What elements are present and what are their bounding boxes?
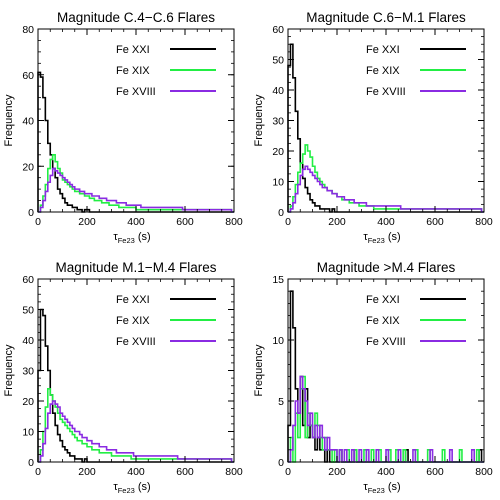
y-tick-label: 30	[22, 366, 34, 378]
x-axis-label-unit: (s)	[388, 481, 401, 493]
x-axis-label: τFe23 (s)	[363, 481, 400, 495]
x-axis-label-subscript: Fe23	[368, 236, 385, 245]
x-tick-label: 200	[78, 466, 96, 478]
x-tick-label: 0	[285, 466, 291, 478]
chart-panel-4: Magnitude >M.4 Flares 0 200 400 600 800 0 5 10 15…	[253, 260, 493, 495]
x-tick-label: 200	[78, 216, 96, 228]
y-tick-label: 60	[22, 70, 34, 82]
x-tick-label: 600	[426, 466, 444, 478]
x-axis-label-symbol: τ	[363, 481, 368, 493]
legend-label-fe-xxi: Fe XXI	[116, 294, 150, 306]
chart-title: Magnitude M.1−M.4 Flares	[56, 260, 217, 275]
y-tick-label: 20	[22, 161, 34, 173]
y-tick-label: 15	[272, 274, 284, 286]
chart-panel-2: Magnitude C.6−M.1 Flares 0 200 400 600 800 0 10…	[253, 10, 493, 245]
x-axis-label-symbol: τ	[113, 231, 118, 243]
chart-panel-1: Magnitude C.4−C.6 Flares 0 200 400 600 800 0 20…	[3, 10, 243, 245]
x-tick-label: 400	[127, 216, 145, 228]
y-tick-label: 10	[22, 427, 34, 439]
y-axis-label: Frequency	[253, 344, 265, 396]
y-tick-label: 80	[22, 24, 34, 36]
x-axis-label-symbol: τ	[363, 231, 368, 243]
x-axis-label-subscript: Fe23	[118, 236, 135, 245]
histogram-series-fe-xviii	[38, 167, 234, 213]
y-tick-label: 0	[278, 457, 284, 469]
x-tick-label: 800	[475, 216, 493, 228]
x-tick-label: 400	[127, 466, 145, 478]
plot-frame	[37, 278, 235, 463]
y-tick-label: 60	[272, 24, 284, 36]
y-tick-label: 10	[272, 335, 284, 347]
histogram-series-fe-xviii	[288, 165, 484, 213]
y-tick-label: 10	[272, 177, 284, 189]
legend: Fe XXI Fe XIX Fe XVIII	[366, 44, 466, 98]
x-axis-label: τFe23 (s)	[113, 231, 150, 245]
histogram-series-fe-xviii	[38, 400, 234, 463]
y-tick-label: 50	[22, 305, 34, 317]
y-tick-label: 30	[272, 116, 284, 128]
x-tick-label: 600	[426, 216, 444, 228]
y-tick-label: 40	[22, 335, 34, 347]
legend-label-fe-xviii: Fe XVIII	[116, 336, 156, 348]
histogram-series-fe-xxi	[37, 308, 234, 463]
x-axis-label-subscript: Fe23	[118, 486, 135, 495]
legend-label-fe-xxi: Fe XXI	[116, 44, 150, 56]
y-tick-label: 20	[22, 396, 34, 408]
y-tick-label: 50	[272, 55, 284, 67]
chart-title: Magnitude C.6−M.1 Flares	[306, 10, 466, 25]
x-tick-label: 800	[225, 216, 243, 228]
y-tick-label: 0	[28, 457, 34, 469]
x-tick-label: 400	[377, 216, 395, 228]
x-tick-label: 600	[176, 466, 194, 478]
legend-label-fe-xviii: Fe XVIII	[116, 86, 156, 98]
legend-label-fe-xxi: Fe XXI	[366, 294, 400, 306]
x-axis-label: τFe23 (s)	[363, 231, 400, 245]
x-tick-label: 800	[475, 466, 493, 478]
x-tick-label: 800	[225, 466, 243, 478]
y-axis-label: Frequency	[3, 344, 15, 396]
legend-label-fe-xxi: Fe XXI	[366, 44, 400, 56]
y-axis-label: Frequency	[253, 94, 265, 146]
x-tick-label: 200	[328, 216, 346, 228]
y-tick-label: 0	[28, 207, 34, 219]
legend-label-fe-xix: Fe XIX	[366, 315, 400, 327]
legend-label-fe-xviii: Fe XVIII	[366, 86, 406, 98]
y-tick-label: 20	[272, 146, 284, 158]
x-axis-label-subscript: Fe23	[368, 486, 385, 495]
x-tick-label: 600	[176, 216, 194, 228]
y-tick-label: 0	[278, 207, 284, 219]
x-axis-label-symbol: τ	[113, 481, 118, 493]
x-axis-label-unit: (s)	[138, 481, 151, 493]
chart-panel-3: Magnitude M.1−M.4 Flares 0 200 400 600 800 0 10…	[3, 260, 243, 495]
plot-frame	[287, 28, 485, 213]
legend-label-fe-xix: Fe XIX	[116, 65, 150, 77]
legend-label-fe-xix: Fe XIX	[116, 315, 150, 327]
y-tick-label: 5	[278, 396, 284, 408]
x-tick-label: 0	[35, 466, 41, 478]
y-tick-label: 40	[22, 116, 34, 128]
chart-title: Magnitude C.4−C.6 Flares	[57, 10, 215, 25]
legend-label-fe-xix: Fe XIX	[366, 65, 400, 77]
x-tick-label: 200	[328, 466, 346, 478]
legend: Fe XXI Fe XIX Fe XVIII	[116, 44, 216, 98]
x-axis-label-unit: (s)	[138, 231, 151, 243]
x-axis-label: τFe23 (s)	[113, 481, 150, 495]
legend: Fe XXI Fe XIX Fe XVIII	[366, 294, 466, 348]
chart-title: Magnitude >M.4 Flares	[317, 260, 456, 275]
x-tick-label: 0	[285, 216, 291, 228]
x-tick-label: 0	[35, 216, 41, 228]
x-tick-label: 400	[377, 466, 395, 478]
legend: Fe XXI Fe XIX Fe XVIII	[116, 294, 216, 348]
y-tick-label: 60	[22, 274, 34, 286]
y-axis-label: Frequency	[3, 94, 15, 146]
legend-label-fe-xviii: Fe XVIII	[366, 336, 406, 348]
x-axis-label-unit: (s)	[388, 231, 401, 243]
y-tick-label: 40	[272, 85, 284, 97]
